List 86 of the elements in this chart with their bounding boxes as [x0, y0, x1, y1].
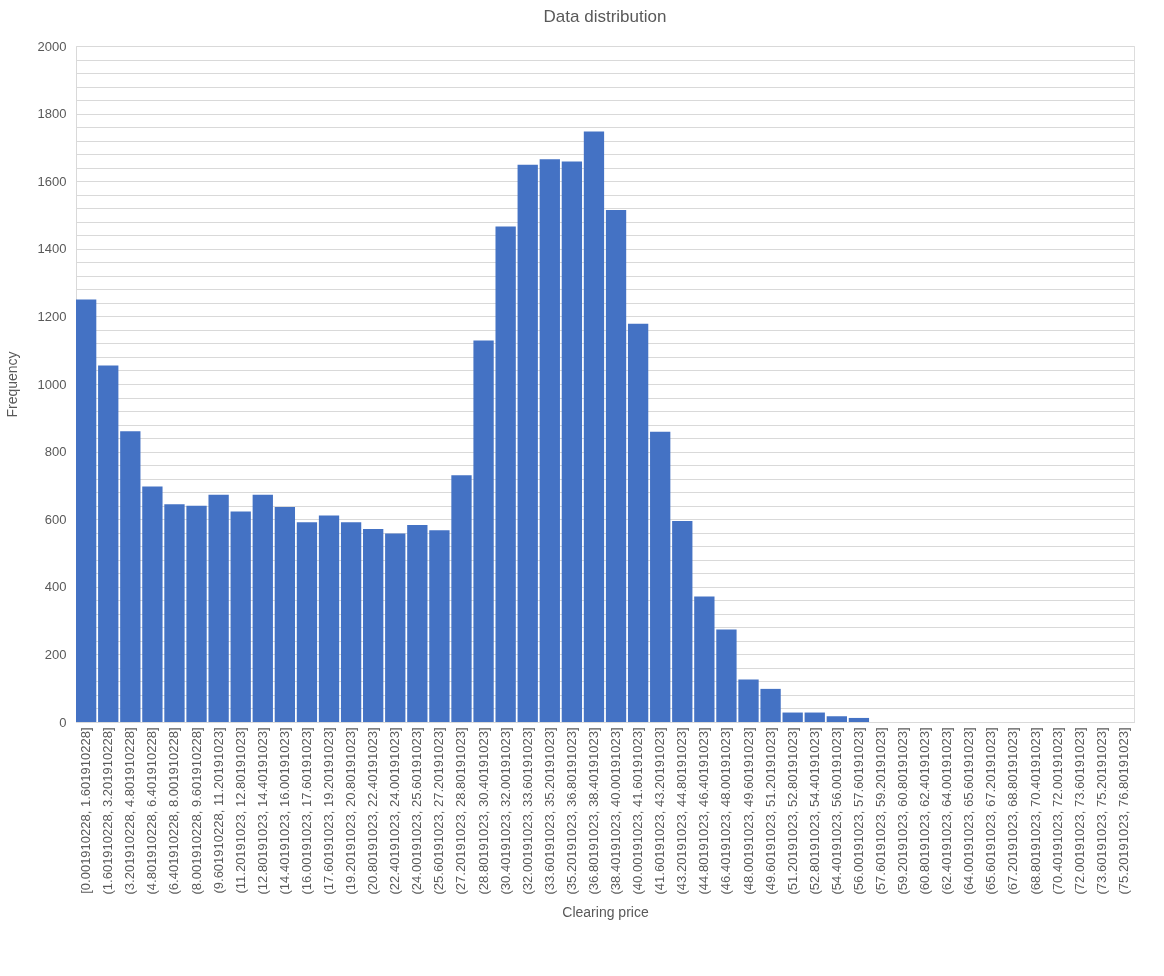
bar: [318, 515, 340, 722]
bar: [517, 164, 538, 722]
y-tick-label: 600: [44, 511, 67, 527]
x-tick-label: (51.20191023, 52.80191023]: [784, 727, 800, 895]
x-tick-label: (49.60191023, 51.20191023]: [762, 727, 778, 895]
y-axis-title: Frequency: [3, 351, 20, 418]
x-tick-label: (35.20191023, 36.80191023]: [563, 727, 579, 895]
y-tick-label: 0: [59, 714, 67, 730]
y-tick-label: 200: [44, 646, 67, 662]
bar: [274, 507, 296, 722]
x-tick-label: (40.00191023, 41.60191023]: [630, 727, 646, 895]
x-tick-label: (43.20191023, 44.80191023]: [674, 727, 690, 895]
x-tick-label: (72.00191023, 73.60191023]: [1071, 727, 1087, 895]
x-tick-label: (62.40191023, 64.00191023]: [939, 727, 955, 895]
x-tick-label: (67.20191023, 68.80191023]: [1005, 727, 1021, 895]
y-tick-label: 1800: [37, 106, 67, 122]
y-tick-label: 1400: [37, 241, 67, 257]
x-tick-label: (38.40191023, 40.00191023]: [608, 727, 624, 895]
x-tick-label: (52.80191023, 54.40191023]: [806, 727, 822, 895]
x-tick-label: (46.40191023, 48.00191023]: [718, 727, 734, 895]
bar: [76, 299, 97, 722]
x-tick-label: (27.20191023, 28.80191023]: [453, 727, 469, 895]
x-tick-label: (9.601910228, 11.20191023]: [210, 727, 226, 894]
bar: [252, 494, 273, 722]
x-tick-label: (75.20191023, 76.80191023]: [1115, 727, 1131, 895]
bar: [296, 522, 318, 722]
bar: [782, 712, 803, 722]
x-tick-label: (11.20191023, 12.80191023]: [232, 727, 248, 894]
x-tick-label: (57.60191023, 59.20191023]: [872, 727, 888, 895]
x-tick-label: (33.60191023, 35.20191023]: [541, 727, 557, 895]
x-tick-label: (68.80191023, 70.40191023]: [1027, 727, 1043, 895]
x-tick-label: (17.60191023, 19.20191023]: [321, 727, 337, 895]
x-tick-label: [0.001910228, 1.601910228]: [78, 727, 94, 894]
x-tick-label: (22.40191023, 24.00191023]: [387, 727, 403, 895]
x-tick-label: (59.20191023, 60.80191023]: [895, 727, 911, 895]
bar: [539, 159, 560, 722]
bar: [561, 161, 583, 722]
y-tick-label: 800: [44, 444, 67, 460]
bar: [804, 712, 825, 722]
x-tick-label: (48.00191023, 49.60191023]: [740, 727, 756, 895]
x-axis-title: Clearing price: [562, 904, 649, 921]
x-tick-label: (65.60191023, 67.20191023]: [983, 727, 999, 895]
x-tick-label: (1.601910228, 3.201910228]: [100, 727, 116, 895]
x-tick-label: (30.40191023, 32.00191023]: [497, 727, 513, 895]
x-tick-label: (19.20191023, 20.80191023]: [343, 727, 359, 895]
x-tick-label: (25.60191023, 27.20191023]: [431, 727, 447, 895]
x-tick-label: (41.60191023, 43.20191023]: [652, 727, 668, 895]
x-tick-label: (12.80191023, 14.40191023]: [254, 727, 270, 895]
bar: [230, 511, 251, 722]
bar: [407, 524, 428, 722]
chart-title: Data distribution: [543, 7, 667, 26]
y-tick-label: 2000: [37, 38, 67, 54]
x-tick-label: (8.001910228, 9.601910228]: [188, 727, 204, 895]
x-tick-label: (20.80191023, 22.40191023]: [365, 727, 381, 895]
x-tick-label: (3.201910228, 4.801910228]: [122, 727, 138, 895]
bar: [98, 365, 119, 722]
bar: [120, 431, 141, 722]
x-tick-label: (32.00191023, 33.60191023]: [519, 727, 535, 895]
x-tick-label: (4.801910228, 6.401910228]: [144, 727, 160, 895]
x-tick-label: (60.80191023, 62.40191023]: [917, 727, 933, 895]
bar: [826, 716, 847, 722]
bar: [363, 529, 384, 722]
x-tick-label: (70.40191023, 72.00191023]: [1049, 727, 1065, 895]
y-tick-label: 1200: [37, 308, 67, 324]
x-tick-label: (44.80191023, 46.40191023]: [696, 727, 712, 895]
x-tick-label: (24.00191023, 25.60191023]: [409, 727, 425, 895]
x-tick-label: (36.80191023, 38.40191023]: [585, 727, 601, 895]
bar: [627, 323, 649, 722]
x-tick-label: (16.00191023, 17.60191023]: [298, 727, 314, 895]
y-tick-label: 1600: [37, 173, 67, 189]
x-tick-label: (56.00191023, 57.60191023]: [850, 727, 866, 895]
x-tick-label: (14.40191023, 16.00191023]: [276, 727, 292, 895]
bar: [650, 431, 671, 722]
x-tick-label: (6.401910228, 8.001910228]: [166, 727, 182, 895]
bar: [672, 520, 693, 722]
x-tick-label: (54.40191023, 56.00191023]: [828, 727, 844, 895]
x-tick-label: (64.00191023, 65.60191023]: [961, 727, 977, 895]
bar: [340, 522, 362, 722]
y-tick-label: 400: [44, 579, 67, 595]
x-tick-label: (73.60191023, 75.20191023]: [1093, 727, 1109, 895]
bar: [583, 131, 605, 722]
x-tick-label: (28.80191023, 30.40191023]: [475, 727, 491, 895]
y-tick-label: 1000: [37, 376, 67, 392]
bar: [385, 533, 406, 722]
bar: [605, 209, 627, 722]
bar: [848, 717, 870, 722]
